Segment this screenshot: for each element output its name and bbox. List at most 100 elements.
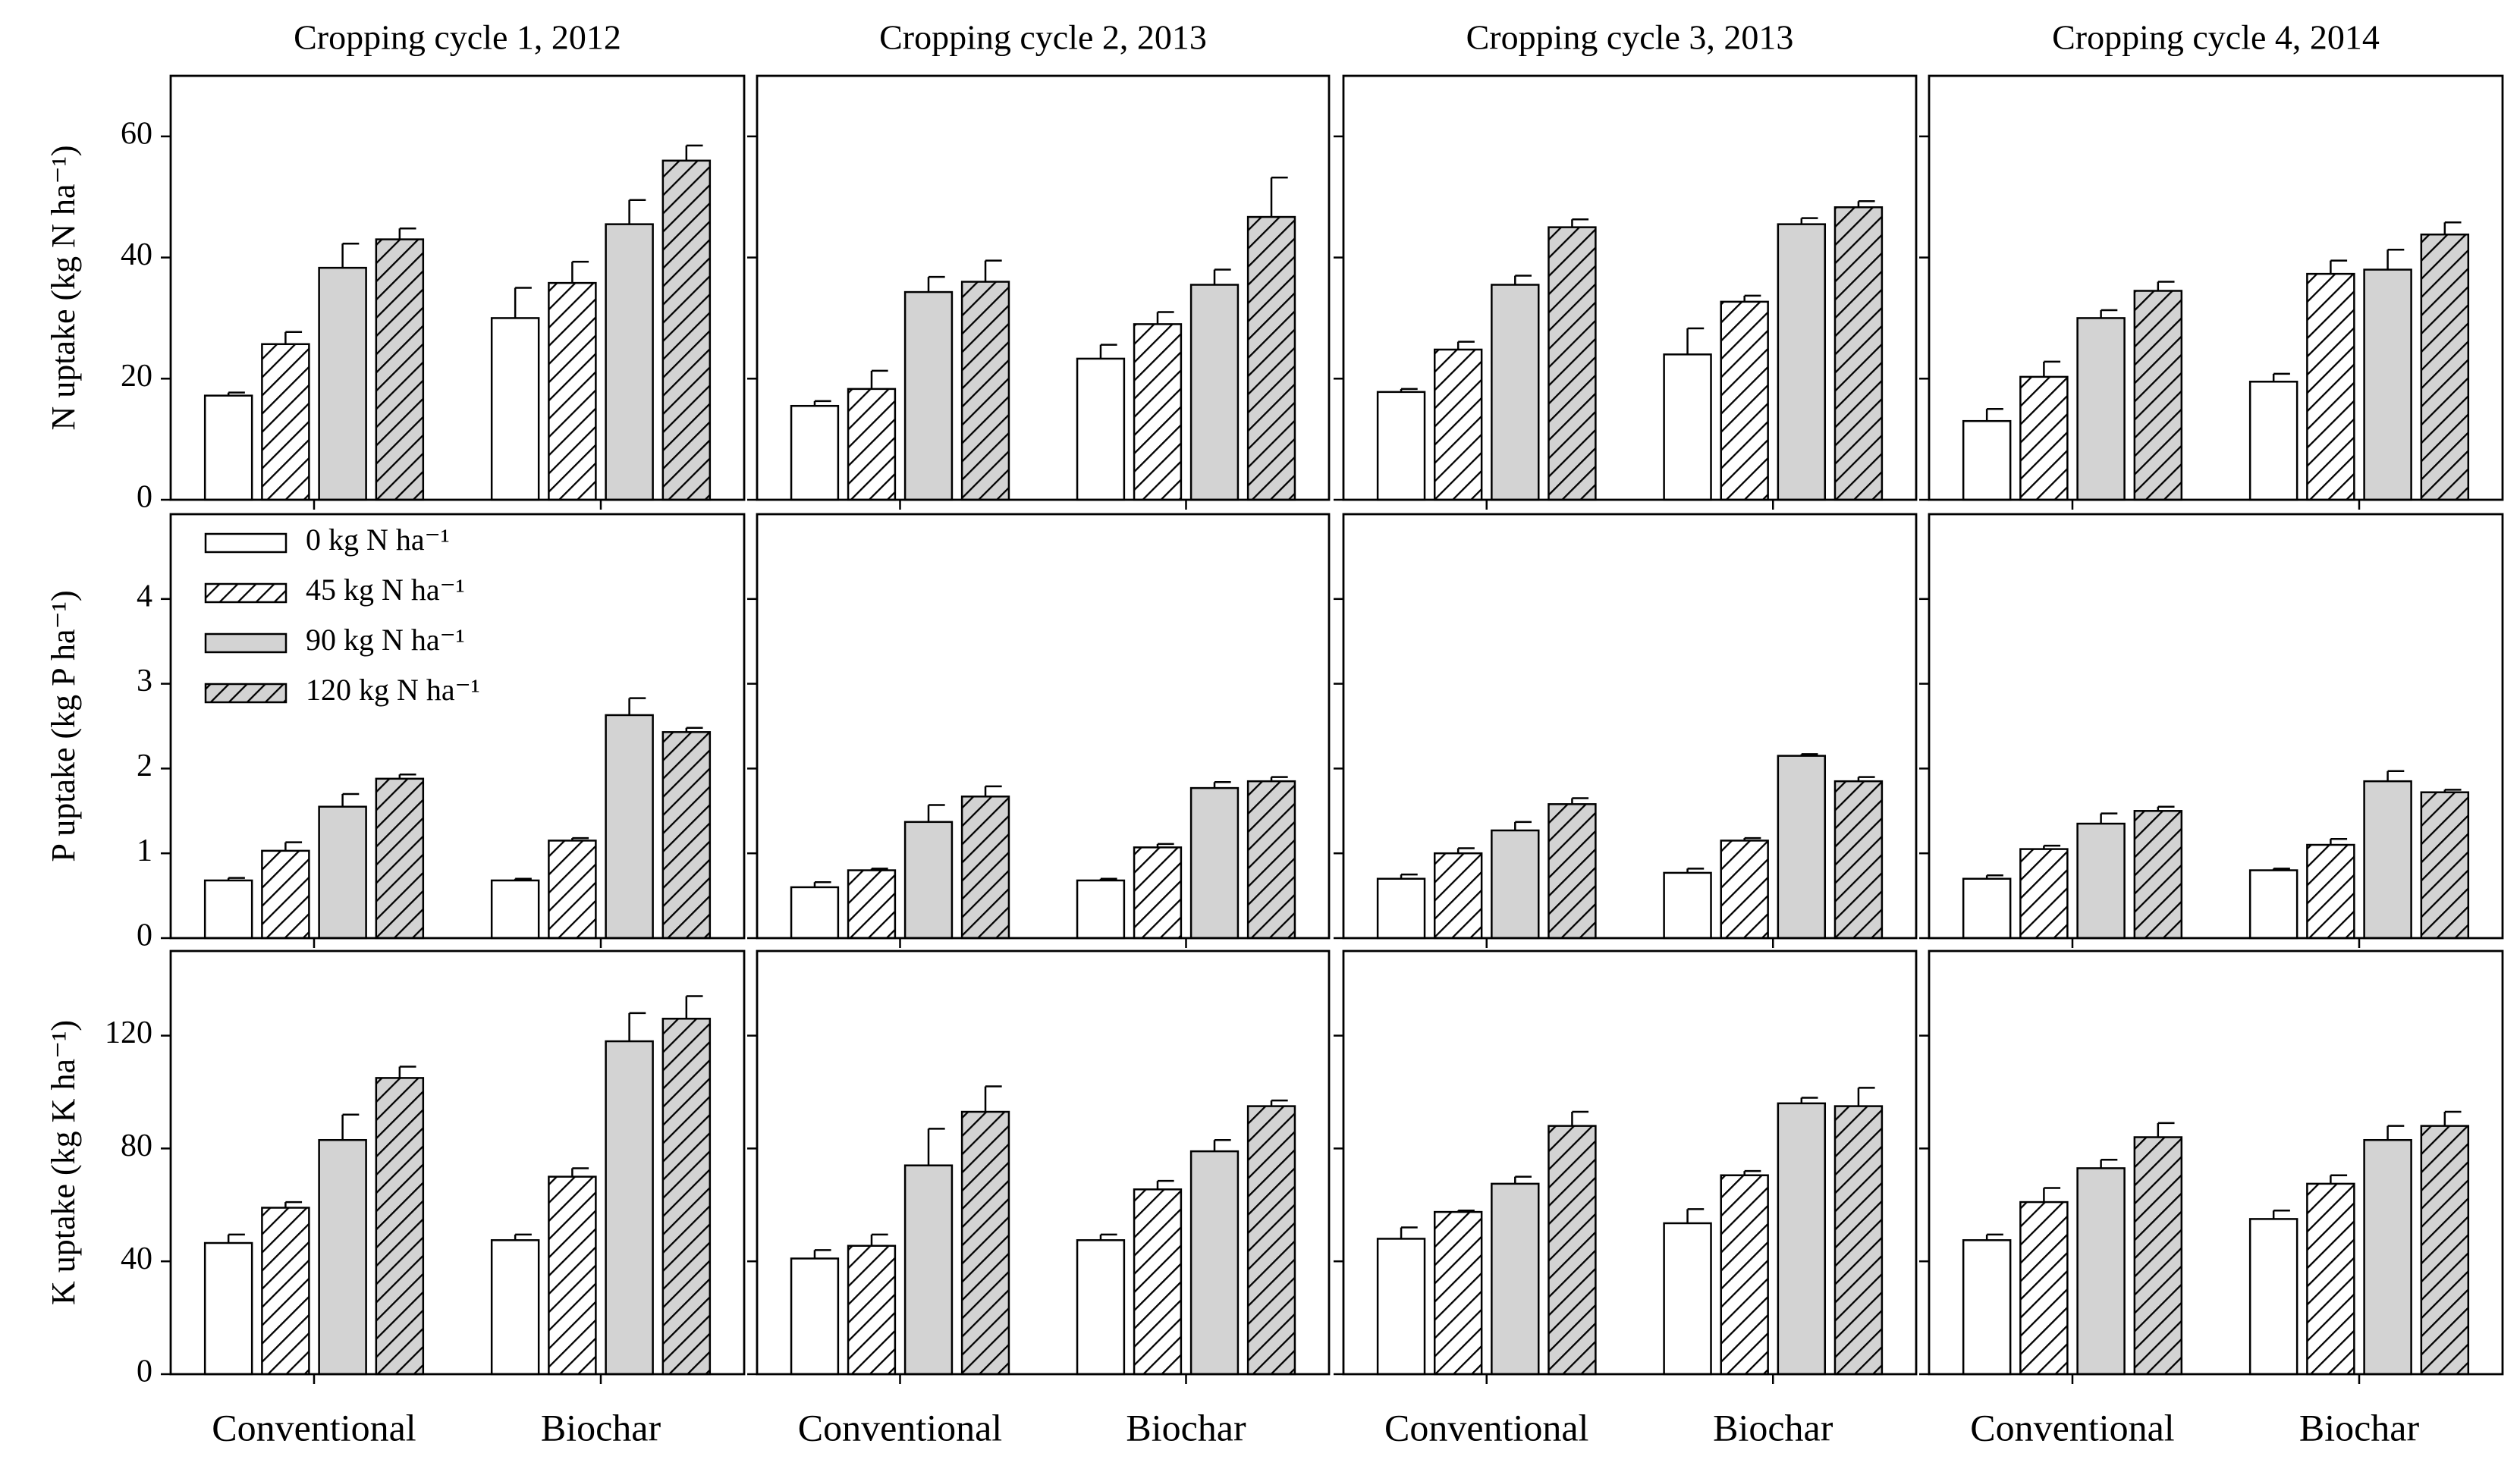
bar	[2363, 268, 2412, 501]
bar	[2133, 1136, 2183, 1376]
bar	[903, 290, 954, 501]
panel-title: Cropping cycle 2, 2013	[879, 18, 1207, 57]
y-tick-label: 3	[137, 664, 152, 698]
bar	[548, 1175, 597, 1376]
y-tick-label: 0	[137, 480, 152, 515]
bar	[1833, 1105, 1884, 1376]
bar	[847, 869, 897, 940]
bar	[2363, 780, 2412, 940]
plot-frame	[1342, 74, 1918, 501]
bar	[960, 1110, 1010, 1376]
bar	[2420, 791, 2470, 940]
bar	[490, 317, 540, 501]
bar	[2306, 1182, 2355, 1376]
bar	[790, 404, 840, 501]
bar	[548, 840, 597, 940]
bar	[847, 1244, 897, 1376]
bar	[1720, 1174, 1769, 1376]
bar	[605, 1040, 654, 1376]
panel-title: Cropping cycle 4, 2014	[2052, 18, 2380, 57]
bar	[1777, 223, 1827, 501]
bar	[1376, 391, 1426, 501]
bar	[2076, 317, 2126, 501]
x-tick-label: Conventional	[1384, 1406, 1588, 1448]
bar	[2076, 822, 2126, 940]
bar	[1133, 1188, 1183, 1376]
bar	[1189, 1150, 1240, 1376]
y-tick-label: 80	[121, 1128, 152, 1163]
bar	[1246, 1105, 1296, 1376]
plot-frame	[756, 513, 1331, 940]
bar	[847, 388, 897, 501]
bar	[2420, 233, 2470, 501]
bar	[203, 394, 253, 501]
bar	[2133, 810, 2183, 940]
y-axis-label: P uptake (kg P ha⁻¹)	[45, 590, 82, 862]
bar	[1433, 348, 1483, 501]
bar	[1246, 215, 1296, 501]
bar	[1962, 419, 2012, 501]
bar	[1720, 840, 1769, 940]
bar	[203, 879, 253, 940]
y-tick-label: 40	[121, 237, 152, 272]
y-tick-label: 120	[105, 1015, 152, 1050]
bar	[548, 281, 597, 501]
bar	[2019, 1201, 2069, 1376]
y-axis-label: K uptake (kg K ha⁻¹)	[45, 1020, 82, 1305]
bar	[261, 849, 310, 940]
panel-title: Cropping cycle 1, 2012	[294, 18, 621, 57]
bar	[1076, 879, 1126, 940]
bar	[318, 266, 367, 501]
bar	[2076, 1167, 2126, 1376]
y-tick-label: 0	[137, 918, 152, 953]
bar	[1246, 780, 1296, 940]
bar	[2306, 272, 2355, 501]
bar	[1189, 284, 1240, 501]
bar	[1663, 353, 1712, 501]
legend-label: 45 kg N ha⁻¹	[306, 573, 465, 607]
bar	[1076, 1239, 1126, 1376]
x-tick-label: Biochar	[541, 1406, 661, 1448]
y-tick-label: 4	[137, 579, 152, 614]
legend-swatch	[204, 532, 288, 554]
bar	[2248, 1218, 2298, 1376]
y-tick-label: 0	[137, 1354, 152, 1389]
bar	[1491, 829, 1540, 940]
bar	[2248, 381, 2298, 501]
bar	[1962, 877, 2012, 940]
panel-title: Cropping cycle 3, 2013	[1466, 18, 1794, 57]
bar	[2248, 869, 2298, 940]
bar	[1548, 1125, 1597, 1376]
bar	[605, 714, 654, 940]
plot-frame	[169, 513, 746, 940]
bar	[1663, 1222, 1712, 1376]
bar	[1548, 226, 1597, 501]
x-tick-label: Biochar	[1126, 1406, 1246, 1448]
bar	[2019, 848, 2069, 940]
bar	[790, 1257, 840, 1376]
bar	[375, 238, 425, 501]
bar	[318, 1138, 367, 1376]
bar	[261, 1207, 310, 1376]
y-tick-label: 20	[121, 359, 152, 394]
bar	[490, 1239, 540, 1376]
bar	[1433, 1210, 1483, 1376]
bar	[203, 1241, 253, 1376]
bar	[661, 731, 712, 940]
bar	[1433, 852, 1483, 940]
bar	[2363, 1138, 2412, 1376]
plot-frame	[756, 74, 1331, 501]
legend-swatch	[204, 683, 288, 704]
bar	[661, 159, 712, 501]
bar	[1376, 1238, 1426, 1376]
x-tick-label: Biochar	[2299, 1406, 2420, 1448]
bar	[375, 777, 425, 940]
bar	[903, 1164, 954, 1376]
plot-frame	[756, 949, 1331, 1376]
bar	[2420, 1125, 2470, 1376]
bar	[1133, 846, 1183, 940]
plot-frame	[1342, 949, 1918, 1376]
bar	[490, 879, 540, 940]
bar	[261, 343, 310, 501]
